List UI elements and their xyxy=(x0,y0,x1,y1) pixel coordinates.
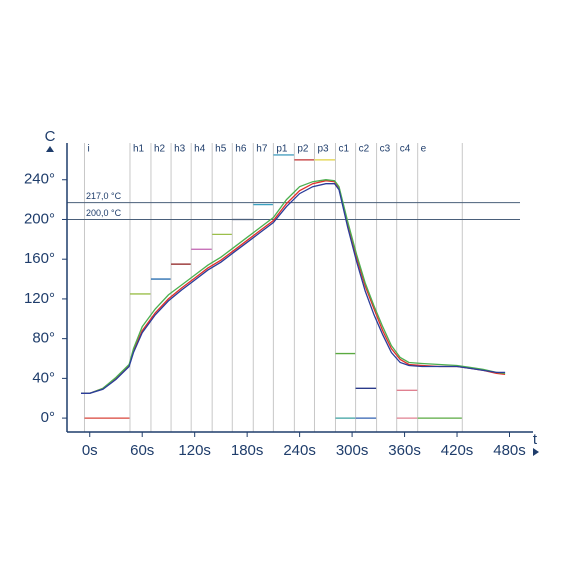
x-tick-label: 480s xyxy=(493,442,526,459)
zone-label: p1 xyxy=(276,144,288,155)
zone-label: h7 xyxy=(256,144,268,155)
x-tick-label: 300s xyxy=(336,442,369,459)
zone-label: i xyxy=(87,144,89,155)
series-line xyxy=(81,180,506,394)
x-tick-label: 240s xyxy=(283,442,316,459)
zone-label: c1 xyxy=(338,144,349,155)
x-tick-label: 420s xyxy=(441,442,474,459)
x-tick-label: 180s xyxy=(231,442,264,459)
x-axis-arrow xyxy=(533,448,539,456)
reference-label: 200,0 °C xyxy=(86,208,122,218)
y-axis-arrow xyxy=(46,146,54,152)
zone-label: p3 xyxy=(317,144,329,155)
zone-label: h3 xyxy=(174,144,186,155)
y-tick-label: 120° xyxy=(24,290,55,307)
zone-label: e xyxy=(421,144,427,155)
zone-label: h6 xyxy=(235,144,247,155)
zone-label: h1 xyxy=(133,144,145,155)
x-tick-label: 0s xyxy=(82,442,98,459)
y-axis-label: C xyxy=(45,128,56,145)
y-tick-label: 240° xyxy=(24,171,55,188)
zone-label: h4 xyxy=(194,144,206,155)
y-tick-label: 200° xyxy=(24,210,55,227)
y-tick-label: 160° xyxy=(24,250,55,267)
reference-label: 217,0 °C xyxy=(86,191,122,201)
y-tick-label: 0° xyxy=(41,409,55,426)
x-tick-label: 120s xyxy=(178,442,211,459)
y-tick-label: 80° xyxy=(32,330,55,347)
zone-label: h5 xyxy=(215,144,227,155)
x-axis-label: t xyxy=(533,431,538,448)
series-line xyxy=(81,183,506,394)
y-tick-label: 40° xyxy=(32,369,55,386)
zone-label: c2 xyxy=(359,144,370,155)
zone-label: c3 xyxy=(380,144,391,155)
x-tick-label: 60s xyxy=(130,442,154,459)
zone-label: p2 xyxy=(297,144,309,155)
x-tick-label: 360s xyxy=(388,442,421,459)
zone-label: c4 xyxy=(400,144,411,155)
zone-label: h2 xyxy=(154,144,166,155)
series-line xyxy=(81,179,506,394)
